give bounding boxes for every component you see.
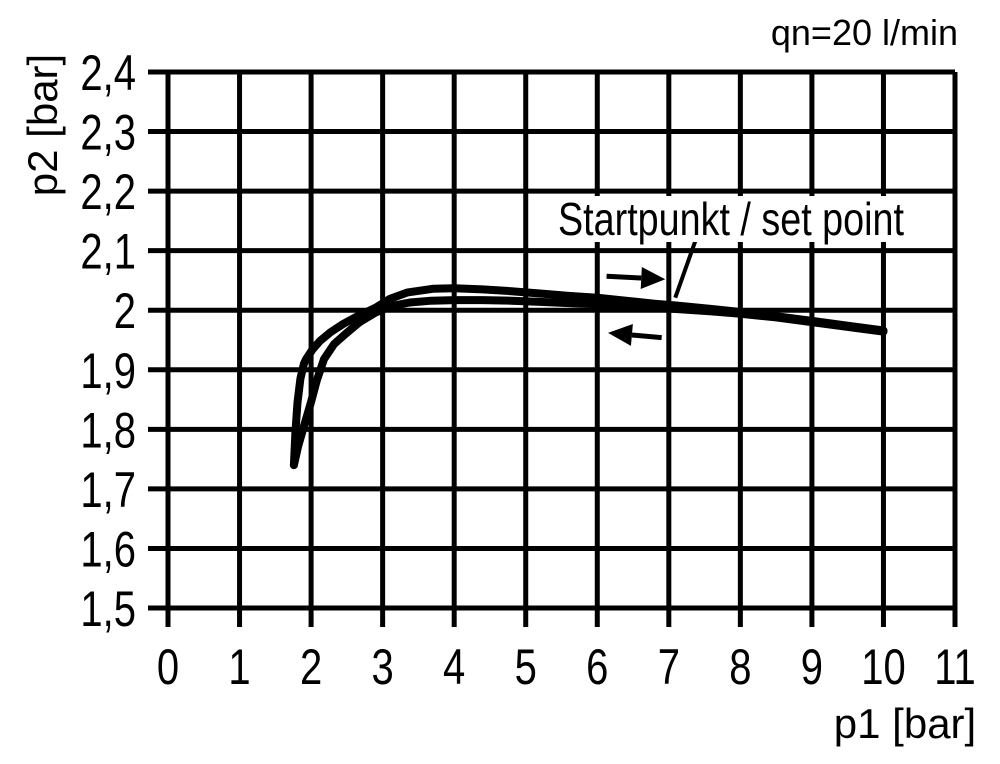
y-tick-label: 2,3 xyxy=(80,104,136,160)
direction-arrow-right xyxy=(606,267,666,290)
arrow-head-icon xyxy=(640,267,666,290)
y-tick-label: 1,5 xyxy=(80,581,136,637)
y-axis-title: p2 [bar] xyxy=(19,53,66,197)
direction-arrow-left xyxy=(608,324,662,346)
x-tick-label: 3 xyxy=(372,639,394,695)
tick-labels: 2,42,32,22,121,91,81,71,61,50 1 2 3 4 5 6 7 8 9 10… xyxy=(80,45,975,695)
y-tick-label: 1,8 xyxy=(80,402,136,458)
x-tick-label: 10 xyxy=(861,639,905,695)
x-tick-label: 2 xyxy=(300,639,322,695)
x-tick-label: 7 xyxy=(658,639,680,695)
curve-lower xyxy=(289,296,888,470)
y-tick-label: 1,7 xyxy=(80,462,136,518)
y-tick-label: 2,1 xyxy=(80,223,136,279)
x-tick-label: 4 xyxy=(443,639,465,695)
arrow-shaft xyxy=(631,332,662,341)
x-tick-label: 5 xyxy=(515,639,537,695)
x-tick-label: 11 xyxy=(934,639,976,695)
x-tick-label: 1 xyxy=(228,639,250,695)
flow-rate-annotation: qn=20 l/min xyxy=(770,12,958,53)
x-axis-title: p1 [bar] xyxy=(833,700,977,747)
x-tick-label: 9 xyxy=(801,639,823,695)
y-tick-label: 1,9 xyxy=(80,343,136,399)
arrow-head-icon xyxy=(608,324,633,346)
x-tick-label: 6 xyxy=(586,639,608,695)
setpoint-annotation-label: Startpunkt / set point xyxy=(553,196,909,242)
y-tick-label: 2 xyxy=(114,283,136,339)
y-tick-label: 1,6 xyxy=(80,521,136,577)
setpoint-callout-line xyxy=(673,240,698,299)
x-tick-label: 8 xyxy=(729,639,751,695)
y-tick-label: 2,4 xyxy=(80,45,136,101)
y-tick-label: 2,2 xyxy=(80,164,136,220)
x-tick-label: 0 xyxy=(157,639,179,695)
arrow-shaft xyxy=(606,273,642,281)
grid xyxy=(148,69,958,627)
